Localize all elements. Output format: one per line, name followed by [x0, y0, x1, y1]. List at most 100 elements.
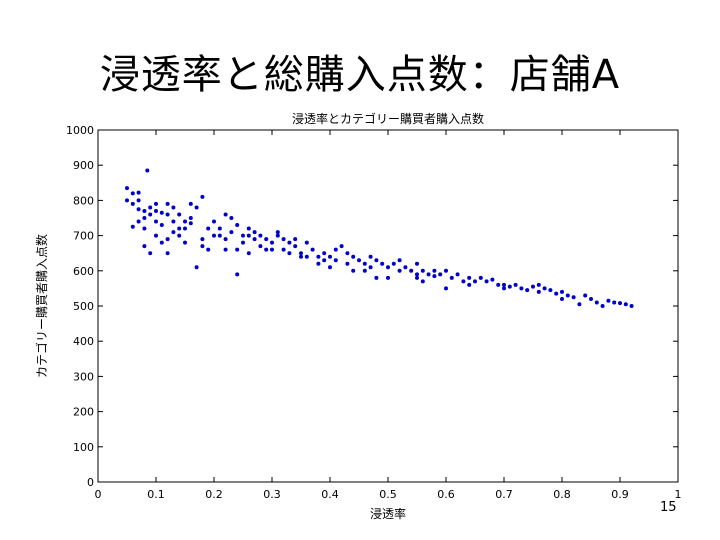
y-tick-label: 100 — [73, 441, 94, 454]
data-point — [536, 289, 541, 294]
data-point — [275, 230, 280, 235]
data-point — [183, 226, 187, 231]
y-tick-label: 400 — [73, 335, 94, 348]
data-point — [125, 198, 129, 203]
data-point — [171, 205, 176, 210]
data-point — [223, 237, 228, 242]
data-point — [322, 251, 327, 256]
data-point — [374, 275, 379, 280]
x-tick-label: 0.3 — [263, 488, 281, 501]
data-point — [252, 237, 257, 242]
data-point — [246, 233, 251, 238]
data-point — [148, 251, 153, 256]
data-point — [478, 275, 483, 280]
data-point — [589, 296, 593, 301]
data-points — [125, 168, 634, 308]
data-point — [299, 251, 303, 256]
data-point — [200, 244, 205, 249]
data-point — [142, 244, 147, 249]
data-point — [322, 258, 327, 263]
data-point — [536, 282, 541, 287]
y-tick-label: 900 — [73, 159, 94, 172]
data-point — [183, 219, 187, 224]
data-point — [618, 301, 622, 306]
data-point — [565, 293, 570, 298]
data-point — [194, 205, 199, 210]
data-point — [426, 272, 431, 277]
data-point — [235, 223, 240, 228]
data-point — [188, 221, 193, 226]
data-point — [165, 212, 170, 217]
data-point — [246, 226, 251, 231]
data-point — [159, 223, 164, 228]
x-tick-label: 0.1 — [147, 488, 165, 501]
data-point — [513, 282, 518, 287]
data-point — [200, 194, 205, 199]
data-point — [484, 279, 489, 284]
data-point — [287, 251, 292, 256]
data-point — [148, 205, 153, 210]
data-point — [362, 268, 367, 273]
data-point — [229, 216, 234, 220]
x-tick-label: 0.9 — [611, 488, 629, 501]
data-point — [177, 212, 182, 217]
data-point — [136, 207, 141, 212]
data-point — [496, 282, 501, 287]
y-tick-label: 1000 — [66, 124, 94, 137]
data-point — [403, 265, 408, 270]
data-point — [560, 289, 564, 294]
data-point — [287, 240, 292, 245]
data-point — [264, 247, 269, 252]
data-point — [142, 226, 147, 231]
data-point — [258, 233, 263, 238]
data-point — [154, 208, 158, 213]
data-point — [159, 210, 164, 215]
data-point — [490, 277, 495, 282]
data-point — [148, 212, 153, 217]
data-point — [357, 258, 361, 263]
x-tick-label: 1 — [675, 488, 682, 501]
data-point — [310, 247, 315, 252]
data-point — [455, 272, 460, 277]
page-number: 15 — [660, 500, 677, 515]
data-point — [415, 272, 419, 277]
data-point — [531, 284, 535, 289]
data-point — [165, 201, 170, 206]
data-point — [461, 279, 466, 284]
data-point — [594, 300, 599, 305]
data-point — [304, 240, 309, 245]
data-point — [345, 261, 350, 266]
data-point — [316, 254, 321, 259]
data-point — [380, 261, 385, 266]
data-point — [525, 288, 530, 293]
data-point — [362, 261, 367, 266]
data-point — [415, 275, 419, 280]
data-point — [235, 247, 240, 252]
data-point — [125, 186, 129, 191]
data-point — [519, 286, 524, 291]
data-point — [432, 274, 437, 279]
x-axis-ticks: 0 0.1 0.2 0.3 0.4 0.5 0.6 0.7 0.8 0.9 1 — [95, 130, 682, 501]
data-point — [351, 268, 356, 273]
data-point — [223, 212, 228, 217]
data-point — [177, 233, 182, 238]
data-point — [229, 230, 234, 235]
data-point — [386, 265, 390, 270]
data-point — [339, 244, 344, 249]
x-tick-label: 0.8 — [553, 488, 571, 501]
data-point — [397, 268, 402, 273]
y-tick-label: 0 — [87, 476, 94, 489]
slide-title: 浸透率と総購入点数：店舗A — [99, 52, 621, 98]
data-point — [159, 240, 164, 245]
data-point — [177, 226, 182, 231]
y-axis-label: カテゴリー購買者購入点数 — [34, 234, 49, 378]
data-point — [333, 258, 338, 263]
data-point — [293, 237, 298, 242]
data-point — [246, 251, 251, 256]
data-point — [368, 254, 373, 259]
data-point — [391, 261, 396, 266]
data-point — [171, 230, 176, 235]
data-point — [194, 265, 199, 270]
data-point — [270, 240, 274, 245]
data-point — [571, 295, 576, 300]
